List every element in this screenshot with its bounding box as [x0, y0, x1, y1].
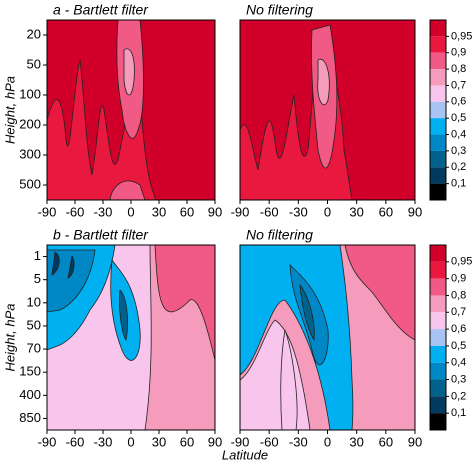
x-tick-label: -30	[289, 204, 308, 219]
panel-title: a - Bartlett filter	[53, 2, 149, 18]
x-tick-label: -30	[94, 434, 113, 449]
x-tick-label: -90	[231, 204, 250, 219]
colorbar-label: 0,4	[451, 128, 466, 140]
colorbar-swatch	[430, 134, 446, 151]
colorbar-swatch	[430, 36, 446, 53]
colorbar-swatch	[430, 101, 446, 119]
x-tick-label: 0	[127, 434, 134, 449]
x-tick-label: 90	[208, 434, 222, 449]
x-tick-label: 60	[180, 434, 194, 449]
y-tick-label: 400	[19, 387, 41, 402]
y-tick-label: 70	[27, 341, 41, 356]
colorbar-swatch	[430, 312, 446, 330]
colorbar-swatch	[430, 150, 446, 168]
colorbar-swatch	[430, 261, 446, 279]
colorbar-label: 0,9	[451, 273, 466, 285]
colorbar-swatch	[430, 183, 446, 200]
x-tick-label: -30	[289, 434, 308, 449]
x-tick-label: 60	[379, 204, 393, 219]
x-tick-label: 90	[408, 434, 422, 449]
y-tick-label: 150	[19, 364, 41, 379]
x-tick-label: 0	[324, 434, 331, 449]
y-tick-label: 5	[34, 271, 41, 286]
x-tick-label: 0	[324, 204, 331, 219]
colorbar-frame	[429, 19, 447, 201]
colorbar-swatch	[430, 362, 446, 380]
colorbar-swatch	[430, 20, 446, 37]
x-tick-label: -30	[94, 204, 113, 219]
colorbar-label: 0,1	[451, 178, 466, 190]
y-tick-label: 100	[19, 86, 41, 101]
colorbar-label: 0,8	[451, 289, 466, 301]
x-tick-label: 60	[379, 434, 393, 449]
colorbar-label: 0,95	[451, 256, 472, 268]
x-tick-label: 90	[208, 204, 222, 219]
colorbar-label: 0,5	[451, 112, 466, 124]
contour-field	[47, 20, 215, 200]
colorbar-label: 0,2	[451, 390, 466, 402]
x-tick-label: 30	[152, 434, 166, 449]
x-tick-label: 30	[349, 204, 363, 219]
y-tick-label: 850	[19, 410, 41, 425]
panel-title: b - Bartlett filter	[53, 227, 149, 243]
y-tick-label: 50	[27, 317, 41, 332]
contour-field	[47, 245, 215, 430]
panel-title: No filtering	[246, 2, 313, 18]
colorbar-label: 0,1	[451, 407, 466, 419]
x-tick-label: -60	[66, 204, 85, 219]
y-axis-label: Height, hPa	[2, 304, 17, 372]
y-tick-label: 20	[27, 26, 41, 41]
contour-field	[240, 245, 415, 430]
colorbar-label: 0,9	[451, 47, 466, 59]
colorbar-swatch	[430, 245, 446, 262]
colorbar-swatch	[430, 69, 446, 86]
colorbar-swatch	[430, 295, 446, 313]
colorbar-label: 0,6	[451, 323, 466, 335]
colorbar-label: 0,7	[451, 79, 466, 91]
colorbar-swatch	[430, 278, 446, 296]
colorbar-label: 0,2	[451, 161, 466, 173]
x-tick-label: -60	[260, 204, 279, 219]
colorbar-swatch	[430, 345, 446, 363]
colorbar-swatch	[430, 52, 446, 70]
y-tick-label: 300	[19, 146, 41, 161]
x-tick-label: -60	[66, 434, 85, 449]
colorbar-label: 0,4	[451, 357, 466, 369]
x-tick-label: 30	[152, 204, 166, 219]
panel-title: No filtering	[246, 227, 313, 243]
colorbar-swatch	[430, 379, 446, 397]
colorbar-swatch	[430, 85, 446, 102]
colorbar-label: 0,6	[451, 96, 466, 108]
colorbar-label: 0,95	[451, 30, 472, 42]
x-axis-label: Latitude	[222, 447, 268, 462]
colorbar-label: 0,8	[451, 63, 466, 75]
x-tick-label: 0	[127, 204, 134, 219]
colorbar-swatch	[430, 413, 446, 430]
colorbar-swatch	[430, 118, 446, 135]
y-tick-label: 500	[19, 176, 41, 191]
y-tick-label: 200	[19, 116, 41, 131]
x-tick-label: -60	[260, 434, 279, 449]
colorbar-swatch	[430, 396, 446, 414]
colorbar-label: 0,5	[451, 340, 466, 352]
x-tick-label: -90	[231, 434, 250, 449]
x-tick-label: -90	[38, 204, 57, 219]
colorbar-label: 0,3	[451, 145, 466, 157]
x-tick-label: 60	[180, 204, 194, 219]
y-tick-label: 1	[34, 248, 41, 263]
x-tick-label: -90	[38, 434, 57, 449]
y-tick-label: 10	[27, 294, 41, 309]
colorbar-label: 0,3	[451, 373, 466, 385]
x-tick-label: 30	[349, 434, 363, 449]
y-tick-label: 50	[27, 56, 41, 71]
contour-field	[240, 20, 415, 200]
colorbar-swatch	[430, 329, 446, 346]
colorbar-swatch	[430, 167, 446, 184]
colorbar-label: 0,7	[451, 306, 466, 318]
x-tick-label: 90	[408, 204, 422, 219]
colorbar-frame	[429, 244, 447, 431]
y-axis-label: Height, hPa	[2, 76, 17, 144]
